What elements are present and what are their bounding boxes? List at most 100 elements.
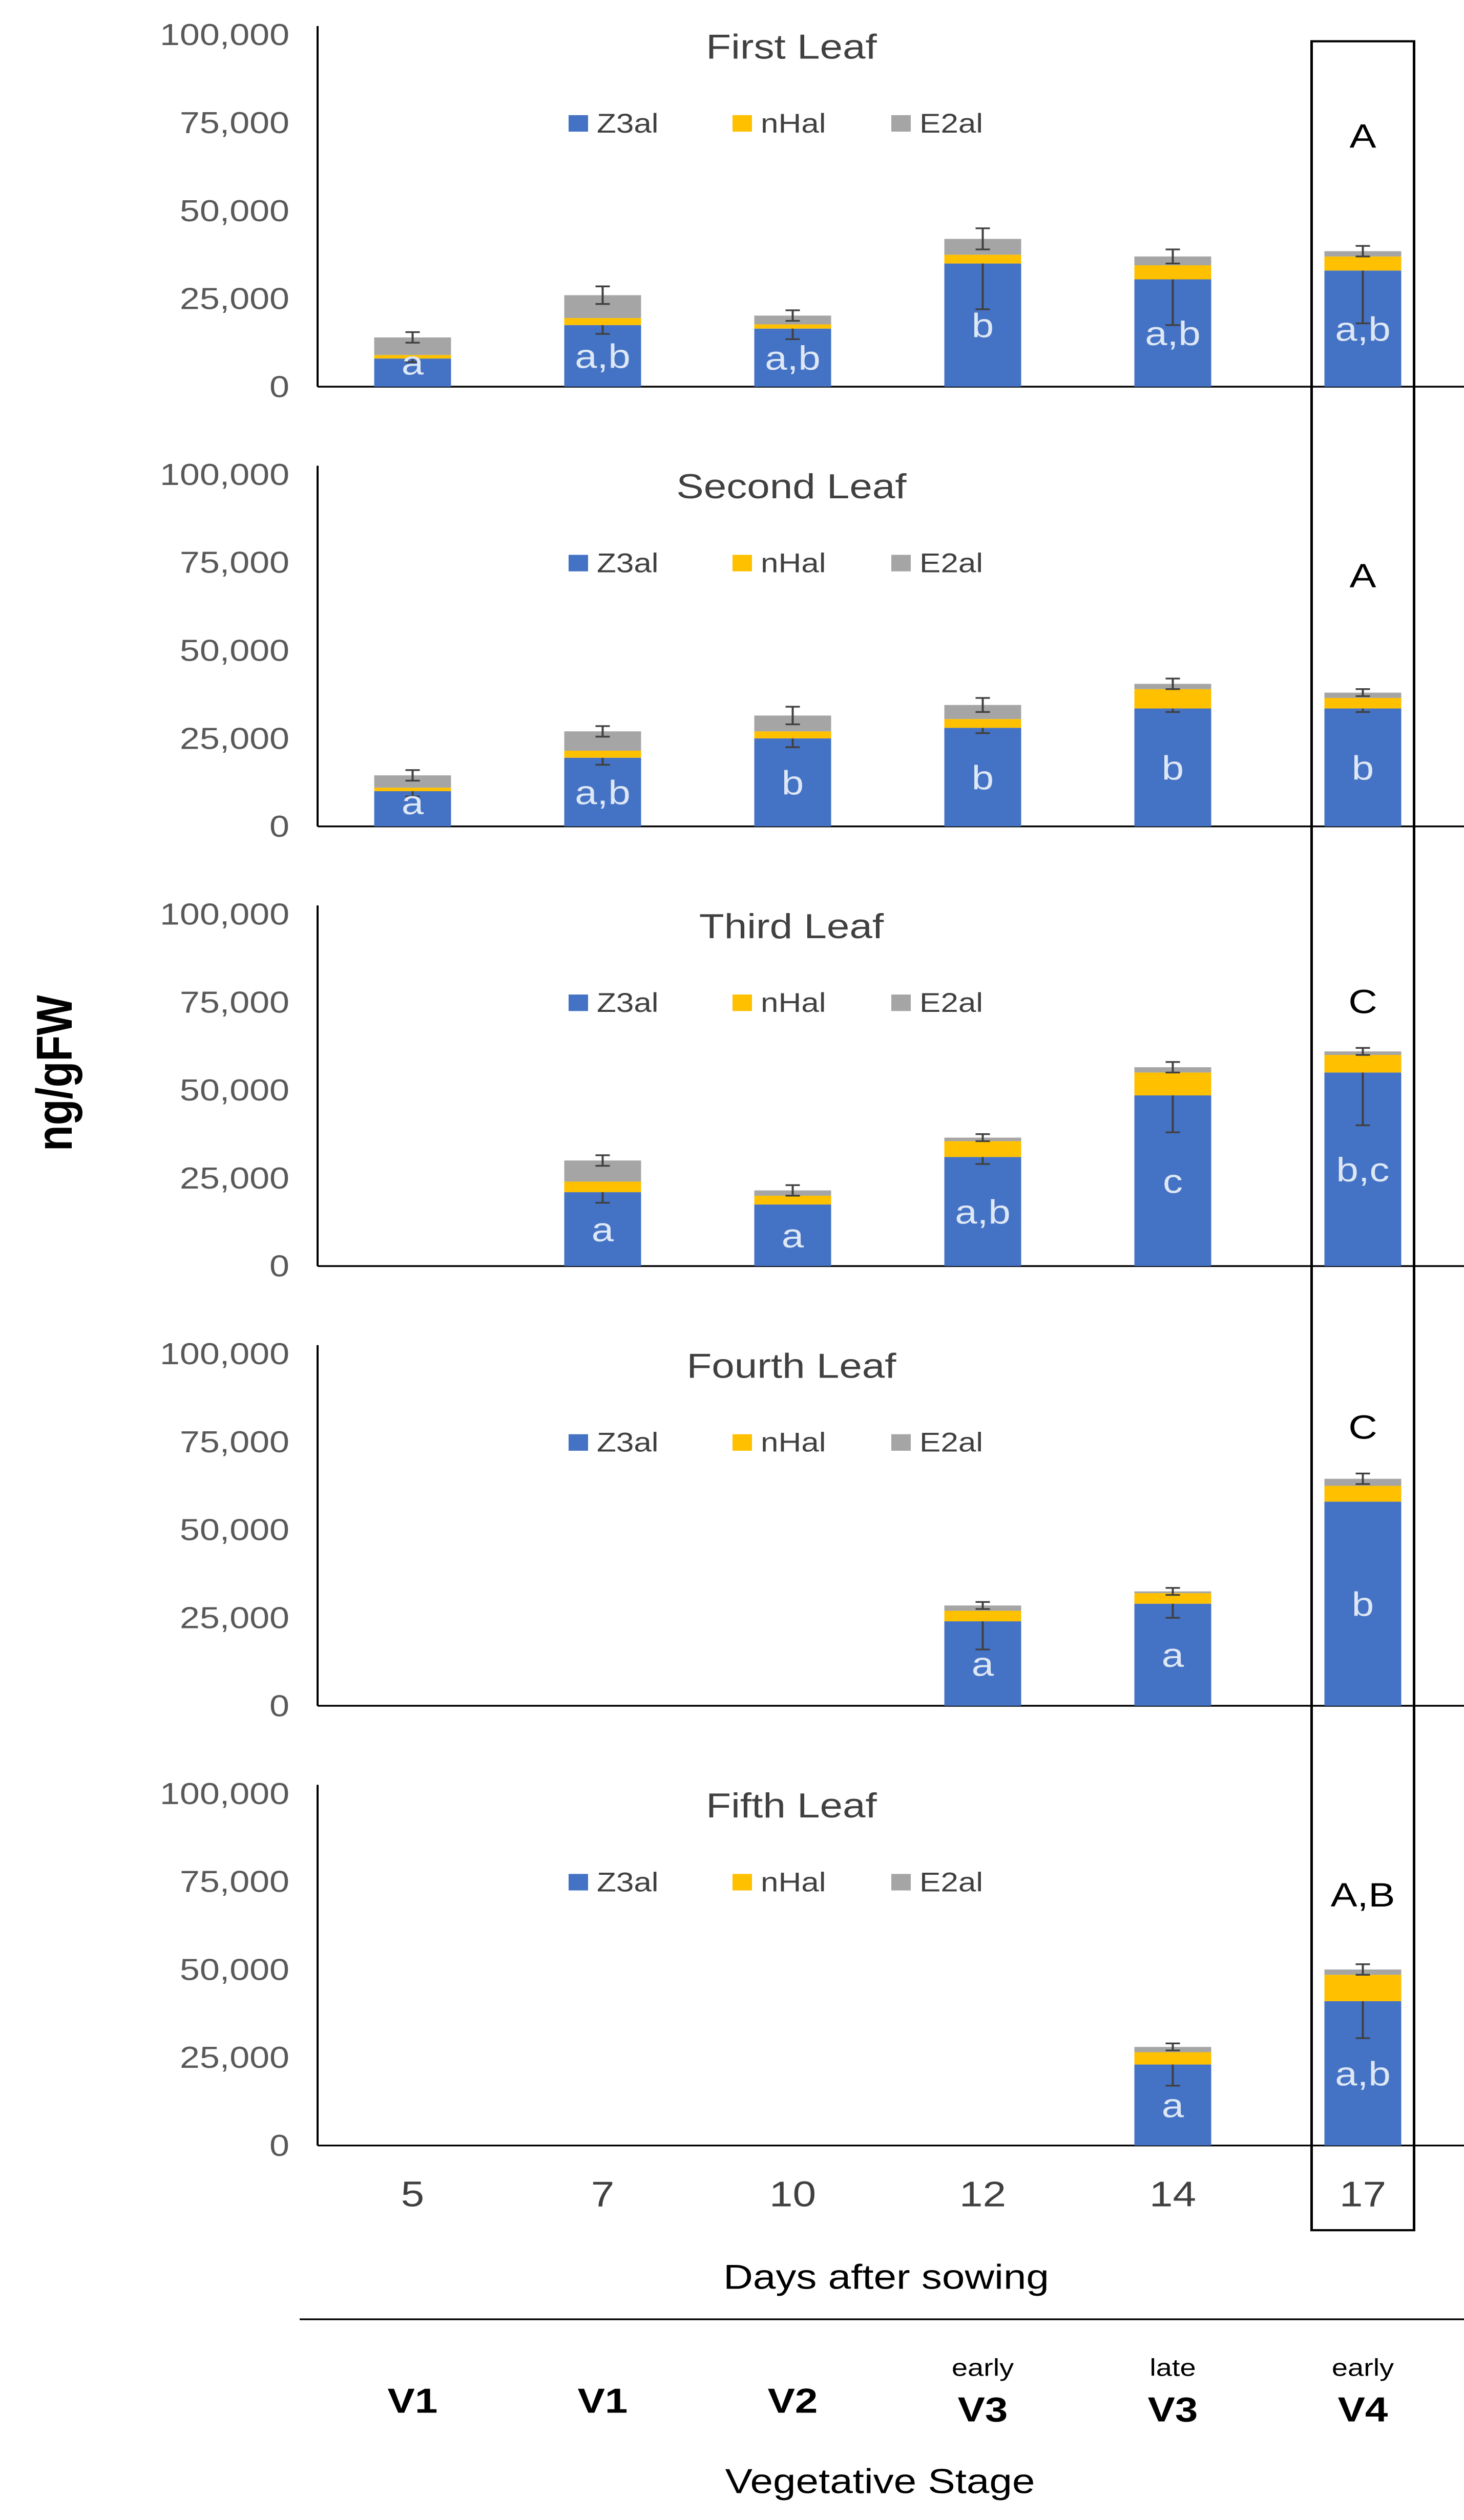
y-tick-label: 100,000 — [160, 457, 289, 492]
legend-swatch — [733, 994, 752, 1011]
y-tick-label: 50,000 — [180, 1073, 289, 1107]
bar-z3al — [1134, 1603, 1211, 1706]
significance-letter: a,b — [765, 340, 820, 377]
bar-nhal — [754, 1195, 831, 1205]
stage-label: V2 — [768, 2381, 818, 2420]
highlight-boxes — [1310, 40, 1415, 2232]
significance-letter: a — [1162, 1637, 1184, 1675]
legend-swatch — [733, 1874, 752, 1891]
y-tick-label: 25,000 — [180, 1601, 289, 1635]
significance-letter: b,c — [1336, 1152, 1389, 1189]
stage-label: V1 — [388, 2381, 438, 2420]
y-tick-label: 100,000 — [160, 1776, 289, 1811]
y-tick-label: 50,000 — [180, 194, 289, 228]
bar-nhal — [944, 719, 1021, 728]
y-tick-label: 50,000 — [180, 1513, 289, 1547]
bar-nhal — [564, 318, 641, 325]
bar-nhal — [754, 324, 831, 329]
vegetative-stage-labels: V1V1V2V3earlyV3lateV4earlyV4 — [388, 2354, 1394, 2429]
vegetative-stage-axis-title: Vegetative Stage — [725, 2462, 1035, 2501]
bar-z3al — [944, 728, 1021, 827]
legend-swatch — [891, 115, 911, 132]
y-tick-label: 25,000 — [180, 721, 289, 755]
bar-z3al — [754, 738, 831, 827]
bar-nhal — [1324, 1486, 1402, 1502]
x-tick-label: 5 — [401, 2174, 425, 2214]
legend-swatch — [733, 1434, 752, 1451]
bar-z3al — [1324, 1501, 1402, 1706]
significance-letter: a — [972, 1646, 994, 1683]
legend-label: E2al — [919, 109, 983, 139]
legend-label: nHal — [761, 548, 826, 579]
panel-2: 0 25,000 50,000 75,000 100,000 Second Leaf Z3a… — [160, 457, 1464, 843]
x-tick-label: 14 — [1149, 2174, 1196, 2214]
bar-z3al — [564, 325, 641, 387]
stage-sublabel: early — [952, 2354, 1014, 2381]
bar-nhal — [1324, 1055, 1402, 1073]
bar-nhal — [944, 255, 1021, 264]
bar-z3al — [944, 1157, 1021, 1266]
legend-label: nHal — [761, 1428, 826, 1458]
legend-label: E2al — [919, 548, 983, 579]
x-tick-label: 10 — [769, 2174, 816, 2214]
panel-title: Fourth Leaf — [686, 1346, 896, 1385]
bar-nhal — [1134, 689, 1211, 709]
panel-1: 0 25,000 50,000 75,000 100,000 First Leaf Z3al… — [160, 17, 1464, 404]
panel-title: First Leaf — [706, 27, 877, 66]
y-axis-title: ng/gFW — [27, 995, 83, 1151]
x-axis-title: Days after sowing — [723, 2257, 1049, 2296]
significance-letter: b — [1352, 750, 1374, 787]
y-tick-label: 75,000 — [180, 1425, 289, 1459]
y-tick-label: 50,000 — [180, 1952, 289, 1986]
stage-sublabel: early — [1332, 2354, 1394, 2381]
legend-label: Z3al — [597, 548, 659, 579]
y-tick-label: 25,000 — [180, 2040, 289, 2074]
bar-nhal — [1324, 1975, 1402, 2001]
group-letter: C — [1348, 983, 1377, 1021]
significance-letter: a,b — [575, 774, 630, 812]
bar-z3al — [1134, 708, 1211, 827]
x-tick-label: 17 — [1340, 2174, 1386, 2214]
significance-letter: a,b — [1145, 315, 1200, 353]
significance-letter: b — [1162, 750, 1184, 787]
y-tick-label: 100,000 — [160, 897, 289, 931]
bar-nhal — [1324, 697, 1402, 709]
y-tick-label: 50,000 — [180, 633, 289, 668]
bar-nhal — [1134, 265, 1211, 280]
y-tick-label: 0 — [269, 1249, 289, 1283]
y-tick-label: 75,000 — [180, 985, 289, 1019]
significance-letter: a,b — [575, 338, 630, 375]
legend-label: nHal — [761, 988, 826, 1018]
legend-label: nHal — [761, 109, 826, 139]
panel-3: 0 25,000 50,000 75,000 100,000 Third Leaf Z3al… — [160, 897, 1464, 1283]
significance-letter: b — [1352, 1586, 1374, 1623]
legend-swatch — [569, 1434, 588, 1451]
stage-label: V1 — [578, 2381, 628, 2420]
y-tick-label: 75,000 — [180, 545, 289, 580]
stage-sublabel: late — [1149, 2354, 1196, 2381]
bar-nhal — [754, 731, 831, 738]
y-tick-label: 100,000 — [160, 1337, 289, 1371]
significance-letter: b — [972, 759, 994, 797]
bar-z3al — [374, 358, 451, 387]
group-letter: A,B — [1331, 1876, 1395, 1914]
chart-panels: 0 25,000 50,000 75,000 100,000 First Leaf Z3al… — [160, 17, 1464, 2163]
bar-nhal — [374, 788, 451, 792]
bar-z3al — [564, 757, 641, 827]
x-tick-label: 7 — [591, 2174, 615, 2214]
significance-letter: a — [402, 784, 424, 821]
legend-label: Z3al — [597, 988, 659, 1018]
bar-z3al — [1324, 708, 1402, 827]
bar-z3al — [754, 1204, 831, 1266]
y-tick-label: 75,000 — [180, 1865, 289, 1899]
legend-label: E2al — [919, 988, 983, 1018]
bar-nhal — [1134, 1072, 1211, 1096]
bar-nhal — [564, 750, 641, 758]
stage-label: V4 — [1338, 2390, 1388, 2429]
legend-label: Z3al — [597, 109, 659, 139]
legend-swatch — [569, 1874, 588, 1891]
legend-swatch — [891, 994, 911, 1011]
y-tick-label: 0 — [269, 370, 289, 404]
significance-letter: a,b — [955, 1194, 1010, 1231]
